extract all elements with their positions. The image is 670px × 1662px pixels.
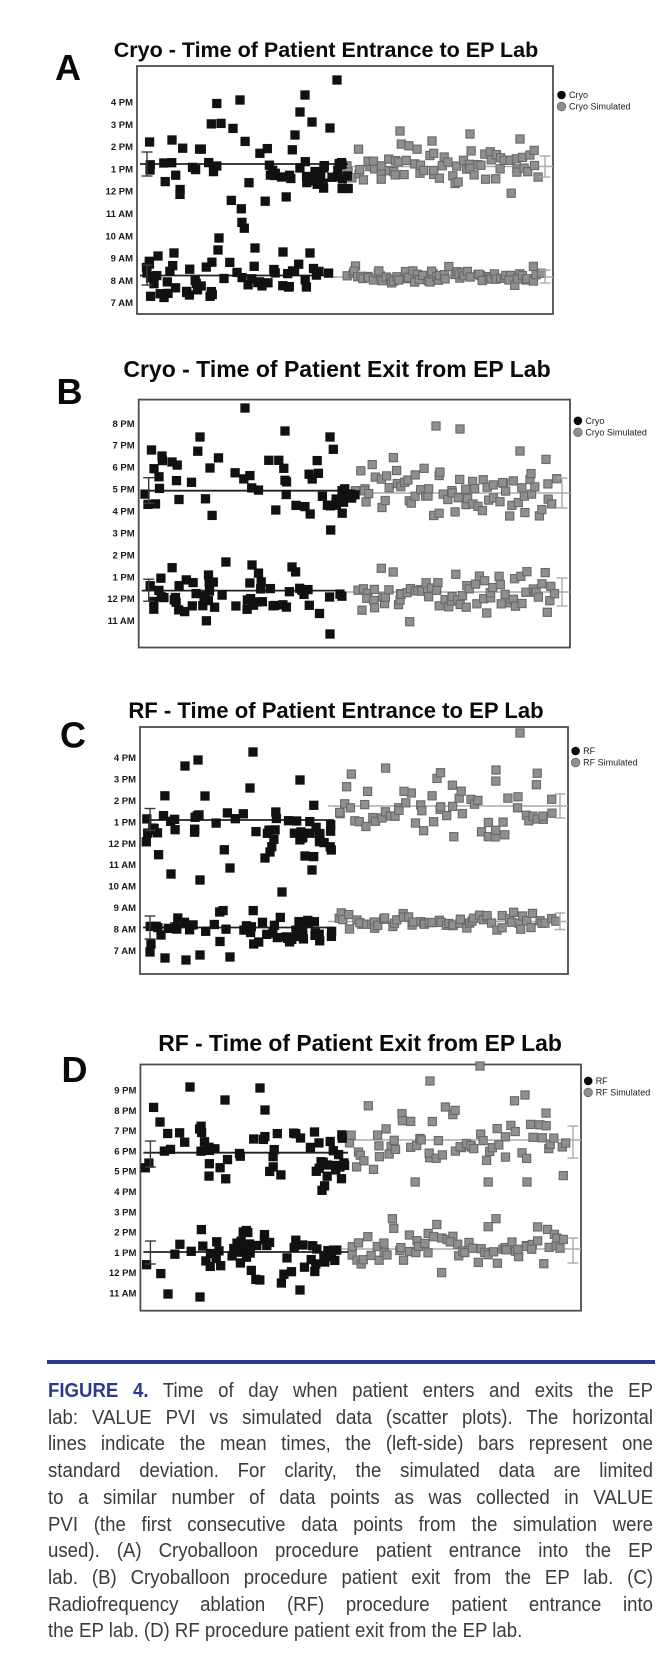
svg-text:D: D (62, 1049, 88, 1090)
svg-text:4 PM: 4 PM (114, 1187, 136, 1198)
svg-text:Cryo: Cryo (569, 90, 588, 100)
svg-text:Cryo - Time of Patient Exit fr: Cryo - Time of Patient Exit from EP Lab (123, 356, 550, 382)
svg-text:Cryo Simulated: Cryo Simulated (585, 428, 647, 438)
svg-text:Cryo Simulated: Cryo Simulated (569, 102, 631, 112)
svg-text:6 PM: 6 PM (114, 1146, 136, 1157)
svg-text:12 PM: 12 PM (109, 839, 137, 850)
svg-text:RF Simulated: RF Simulated (596, 1088, 651, 1098)
svg-text:RF: RF (596, 1076, 608, 1086)
svg-text:3 PM: 3 PM (114, 1207, 136, 1218)
svg-text:11 AM: 11 AM (108, 616, 135, 627)
svg-text:7 AM: 7 AM (111, 298, 133, 309)
svg-text:4 PM: 4 PM (114, 753, 136, 764)
svg-text:7 AM: 7 AM (114, 946, 136, 957)
svg-text:8 AM: 8 AM (114, 924, 136, 935)
svg-text:1 PM: 1 PM (114, 1248, 136, 1259)
svg-text:4 PM: 4 PM (113, 507, 135, 518)
svg-text:2 PM: 2 PM (113, 550, 135, 561)
svg-text:7 PM: 7 PM (113, 441, 135, 452)
svg-text:8 PM: 8 PM (113, 419, 135, 430)
svg-text:1 PM: 1 PM (111, 164, 133, 175)
svg-text:2 PM: 2 PM (111, 142, 133, 153)
svg-text:1 PM: 1 PM (113, 572, 135, 583)
svg-text:RF - Time of Patient Exit from: RF - Time of Patient Exit from EP Lab (158, 1030, 562, 1056)
svg-text:4 PM: 4 PM (111, 98, 133, 109)
svg-text:6 PM: 6 PM (113, 463, 135, 474)
svg-text:2 PM: 2 PM (114, 1228, 136, 1239)
svg-text:11 AM: 11 AM (106, 209, 133, 220)
svg-text:9 PM: 9 PM (114, 1086, 136, 1097)
svg-text:10 AM: 10 AM (105, 231, 133, 242)
svg-text:3 PM: 3 PM (111, 120, 133, 131)
svg-text:B: B (57, 371, 83, 412)
svg-text:8 AM: 8 AM (111, 276, 133, 287)
svg-text:9 AM: 9 AM (114, 903, 136, 914)
svg-text:C: C (60, 715, 86, 756)
svg-text:5 PM: 5 PM (113, 485, 135, 496)
svg-text:12 PM: 12 PM (106, 187, 134, 198)
svg-text:7 PM: 7 PM (114, 1126, 136, 1137)
svg-text:11 AM: 11 AM (109, 1289, 136, 1300)
svg-text:1 PM: 1 PM (114, 817, 136, 828)
svg-text:3 PM: 3 PM (114, 775, 136, 786)
svg-text:3 PM: 3 PM (113, 528, 135, 539)
svg-text:11 AM: 11 AM (109, 860, 136, 871)
svg-text:Cryo - Time of Patient Entranc: Cryo - Time of Patient Entrance to EP La… (114, 38, 539, 62)
svg-text:12 PM: 12 PM (109, 1268, 137, 1279)
svg-text:2 PM: 2 PM (114, 796, 136, 807)
svg-text:9 AM: 9 AM (111, 254, 133, 265)
svg-text:RF Simulated: RF Simulated (583, 758, 638, 768)
svg-text:5 PM: 5 PM (114, 1167, 136, 1178)
svg-text:RF: RF (583, 746, 595, 756)
svg-text:Cryo: Cryo (585, 416, 604, 426)
svg-text:A: A (55, 47, 81, 88)
svg-text:8 PM: 8 PM (114, 1106, 136, 1117)
svg-text:12 PM: 12 PM (107, 594, 135, 605)
svg-text:10 AM: 10 AM (108, 882, 136, 893)
svg-text:RF - Time of Patient Entrance: RF - Time of Patient Entrance to EP Lab (128, 698, 543, 723)
